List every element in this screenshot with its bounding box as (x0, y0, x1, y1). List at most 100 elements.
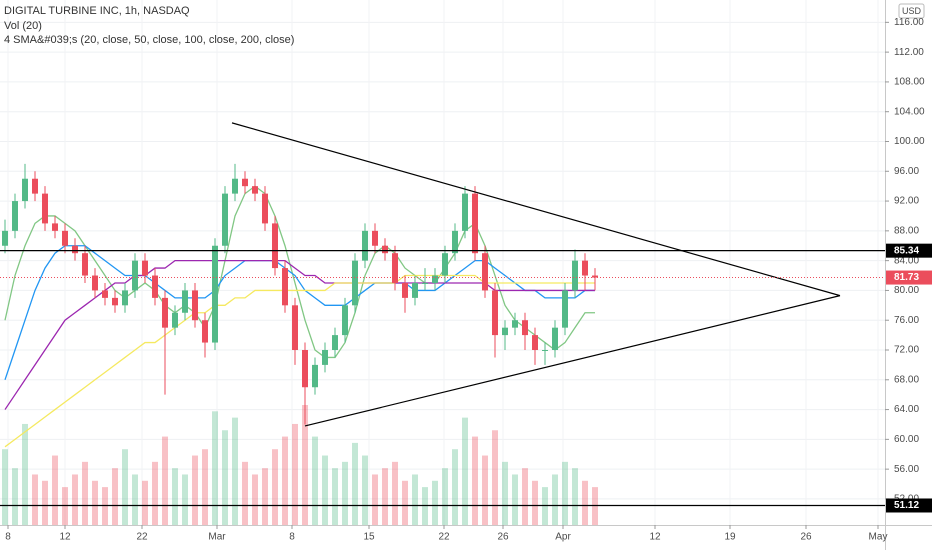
candle-body (372, 230, 378, 246)
x-tick-label: 12 (649, 532, 661, 543)
candle-body (192, 290, 198, 321)
price-label-box (886, 270, 932, 285)
candle-body (422, 282, 428, 284)
candle-body (512, 320, 518, 328)
candle-body (202, 320, 208, 343)
candle-body (72, 245, 78, 254)
candle-body (162, 297, 168, 328)
volume-bar (452, 449, 458, 525)
candle-body (92, 275, 98, 291)
candle-body (432, 275, 438, 283)
candle-body (242, 178, 248, 187)
candle-body (342, 305, 348, 336)
candle-body (562, 290, 568, 328)
candle-body (42, 193, 48, 224)
y-tick-label: 108.00 (894, 77, 925, 88)
volume-bar (292, 423, 298, 525)
volume-bar (302, 405, 308, 525)
candle-body (412, 282, 418, 298)
candle-body (452, 230, 458, 254)
volume-bar (152, 461, 158, 525)
indicator-label: 4 SMA&#039;s (20, close, 50, close, 100,… (4, 34, 294, 46)
candle-body (442, 253, 448, 276)
price-label: 51.12 (894, 500, 919, 511)
currency-box (898, 3, 925, 19)
candle-body (332, 335, 338, 350)
candle-body (52, 223, 58, 231)
volume-bar (392, 461, 398, 525)
volume-bar (182, 474, 188, 525)
candle-body (62, 230, 68, 246)
volume-bar (252, 474, 258, 525)
x-tick-label: 22 (438, 532, 450, 543)
candle-body (362, 230, 368, 261)
volume-bar (202, 449, 208, 525)
candle-body (182, 290, 188, 313)
volume-bar (502, 461, 508, 525)
volume-bar (412, 474, 418, 525)
x-tick-label: 8 (289, 532, 295, 543)
volume-bar (322, 455, 328, 525)
volume-bar (272, 449, 278, 525)
volume-bar (242, 461, 248, 525)
volume-bar (312, 436, 318, 525)
candle-body (542, 350, 548, 351)
volume-bar (462, 417, 468, 525)
volume-bar (332, 468, 338, 525)
volume-bar (232, 417, 238, 525)
candle-body (492, 290, 498, 336)
y-tick-label: 64.00 (894, 404, 919, 415)
volume-bar (282, 436, 288, 525)
candle-body (262, 193, 268, 224)
candle-body (32, 178, 38, 194)
price-label-box (886, 498, 932, 513)
candle-body (22, 178, 28, 202)
candle-body (232, 178, 238, 194)
currency: USD (902, 6, 922, 16)
candle-body (392, 253, 398, 283)
candle-body (282, 268, 288, 306)
volume-bar (132, 474, 138, 525)
x-tick-label: 12 (59, 532, 71, 543)
candle-body (112, 297, 118, 306)
trend-line (231, 122, 841, 297)
volume-bar (492, 430, 498, 525)
volume-bar (122, 449, 128, 525)
candle-body (212, 245, 218, 343)
candle-body (152, 275, 158, 298)
candle-body (552, 327, 558, 350)
candle-body (272, 223, 278, 269)
volume-bar (432, 480, 438, 525)
sma-line (4, 245, 595, 380)
y-tick-label: 80.00 (894, 285, 919, 296)
y-tick-label: 116.00 (894, 17, 924, 28)
x-tick-label: Mar (208, 532, 226, 543)
x-tick-label: 22 (136, 532, 148, 543)
volume-bar (532, 480, 538, 525)
x-tick-label: 8 (5, 532, 11, 543)
candle-body (502, 327, 508, 336)
volume-bar (52, 455, 58, 525)
volume-bar (72, 474, 78, 525)
volume-bar (482, 455, 488, 525)
volume-bar (572, 468, 578, 525)
candle-body (292, 305, 298, 350)
volume-bar (362, 455, 368, 525)
candle-body (582, 260, 588, 276)
volume-bar (342, 461, 348, 525)
candle-body (142, 260, 148, 276)
candle-body (132, 260, 138, 291)
volume-bar (262, 468, 268, 525)
volume-bar (22, 423, 28, 525)
y-tick-label: 100.00 (894, 136, 925, 147)
volume-bar (12, 468, 18, 525)
x-tick-label: 26 (497, 532, 509, 543)
y-tick-label: 104.00 (894, 106, 925, 117)
price-label-box (886, 243, 932, 258)
y-tick-label: 76.00 (894, 315, 919, 326)
y-tick-label: 88.00 (894, 225, 919, 236)
volume-bar (42, 480, 48, 525)
plot-area (0, 0, 885, 525)
trend-line (304, 295, 841, 427)
candle-body (472, 193, 478, 254)
